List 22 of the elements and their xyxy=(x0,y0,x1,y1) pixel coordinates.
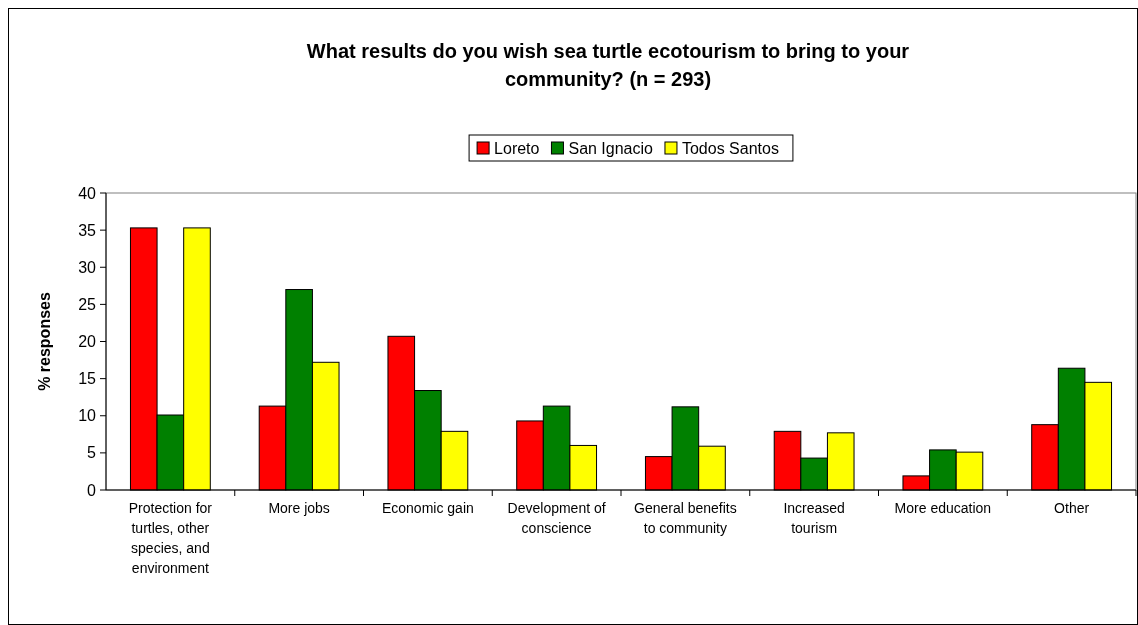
x-tick-label: Increased tourism xyxy=(783,500,845,536)
y-tick-label: 40 xyxy=(78,184,97,202)
y-tick-label: 25 xyxy=(78,295,97,313)
legend-label: Loreto xyxy=(494,140,540,157)
y-tick-label: 10 xyxy=(78,407,97,425)
x-tick-label: Development of conscience xyxy=(507,500,606,536)
y-axis-title: % responses xyxy=(36,292,53,391)
x-tick-label: Economic gain xyxy=(381,500,474,516)
x-tick-label: General benefits to community xyxy=(634,500,737,536)
y-tick-label: 20 xyxy=(78,333,97,351)
y-tick-label: 0 xyxy=(87,481,97,499)
x-tick-label: Protection for turtles, other species, and environment xyxy=(128,500,213,576)
legend-label: San Ignacio xyxy=(568,140,654,157)
x-tick-label: More education xyxy=(894,500,992,516)
y-tick-label: 5 xyxy=(87,444,97,462)
legend-label: Todos Santos xyxy=(681,140,779,157)
x-tick-label: More jobs xyxy=(268,500,330,516)
y-tick-label: 35 xyxy=(78,221,97,239)
x-tick-label: Other xyxy=(1054,500,1090,516)
y-tick-label: 30 xyxy=(78,258,97,276)
y-tick-label: 15 xyxy=(78,370,97,388)
chart-title: What results do you wish sea turtle ecotourism to bring to your community? (n = 293) xyxy=(306,40,910,90)
